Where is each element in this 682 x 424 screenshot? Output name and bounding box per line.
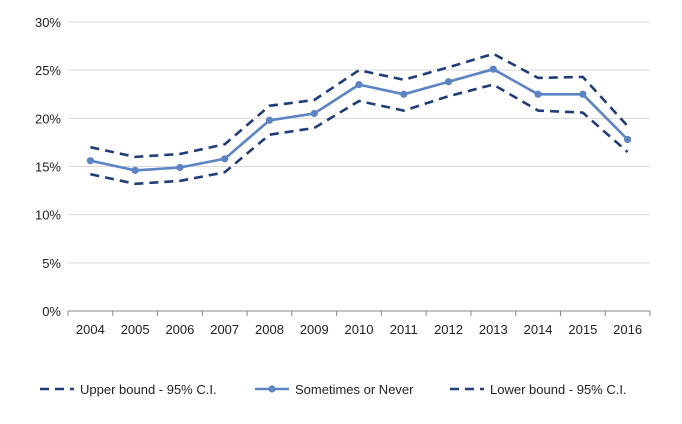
x-tick-label: 2015 — [568, 322, 597, 337]
y-tick-label: 5% — [42, 256, 61, 271]
data-point — [355, 81, 363, 89]
data-point — [444, 78, 453, 86]
legend-label: Sometimes or Never — [295, 382, 414, 397]
x-tick-label: 2008 — [255, 322, 284, 337]
y-tick-label: 20% — [35, 111, 61, 126]
series-lower-bound — [90, 83, 629, 186]
gridlines — [68, 21, 650, 264]
x-tick-label: 2012 — [434, 322, 463, 337]
legend-item: Upper bound - 95% C.I. — [40, 382, 217, 397]
y-tick-label: 15% — [35, 160, 61, 175]
y-tick-label: 25% — [35, 63, 61, 78]
data-point — [310, 109, 318, 118]
y-tick-label: 30% — [35, 15, 61, 30]
y-tick-label: 0% — [42, 304, 61, 319]
x-tick-label: 2006 — [165, 322, 194, 337]
data-point — [265, 116, 274, 124]
x-tick-label: 2011 — [390, 322, 418, 337]
legend: Upper bound - 95% C.I. Sometimes or Never… — [40, 382, 627, 397]
data-point — [624, 135, 632, 144]
data-point — [579, 90, 587, 98]
data-point — [176, 163, 184, 172]
x-tick-label: 2004 — [76, 322, 105, 337]
series-layer — [86, 52, 632, 186]
y-tick-label: 10% — [35, 208, 61, 223]
x-tick-label: 2007 — [210, 322, 239, 337]
series-line — [90, 52, 629, 159]
legend-label: Lower bound - 95% C.I. — [490, 382, 627, 397]
x-tick-label: 2016 — [613, 322, 642, 337]
legend-item: Sometimes or Never — [255, 382, 414, 397]
x-tick-label: 2005 — [121, 322, 150, 337]
data-point — [489, 65, 497, 73]
y-axis-ticks: 0% 5% 10% 15% 20% 25% 30% — [35, 15, 61, 319]
legend-label: Upper bound - 95% C.I. — [80, 382, 217, 397]
data-point — [400, 90, 408, 98]
data-point — [534, 90, 542, 98]
legend-item: Lower bound - 95% C.I. — [450, 382, 627, 397]
series-sometimes-or-never — [86, 65, 632, 174]
series-line — [90, 83, 629, 186]
legend-marker — [268, 385, 276, 393]
data-point — [131, 166, 139, 174]
x-tick-label: 2014 — [524, 322, 553, 337]
data-point — [86, 157, 94, 165]
x-tick-label: 2009 — [300, 322, 329, 337]
x-tick-label: 2010 — [345, 322, 374, 337]
x-axis-ticks: 2004 2005 2006 2007 2008 2009 2010 2011 2012 2013… — [76, 322, 642, 337]
data-point — [221, 155, 229, 163]
x-tick-label: 2013 — [479, 322, 508, 337]
x-axis — [67, 310, 651, 316]
series-upper-bound — [90, 52, 629, 159]
